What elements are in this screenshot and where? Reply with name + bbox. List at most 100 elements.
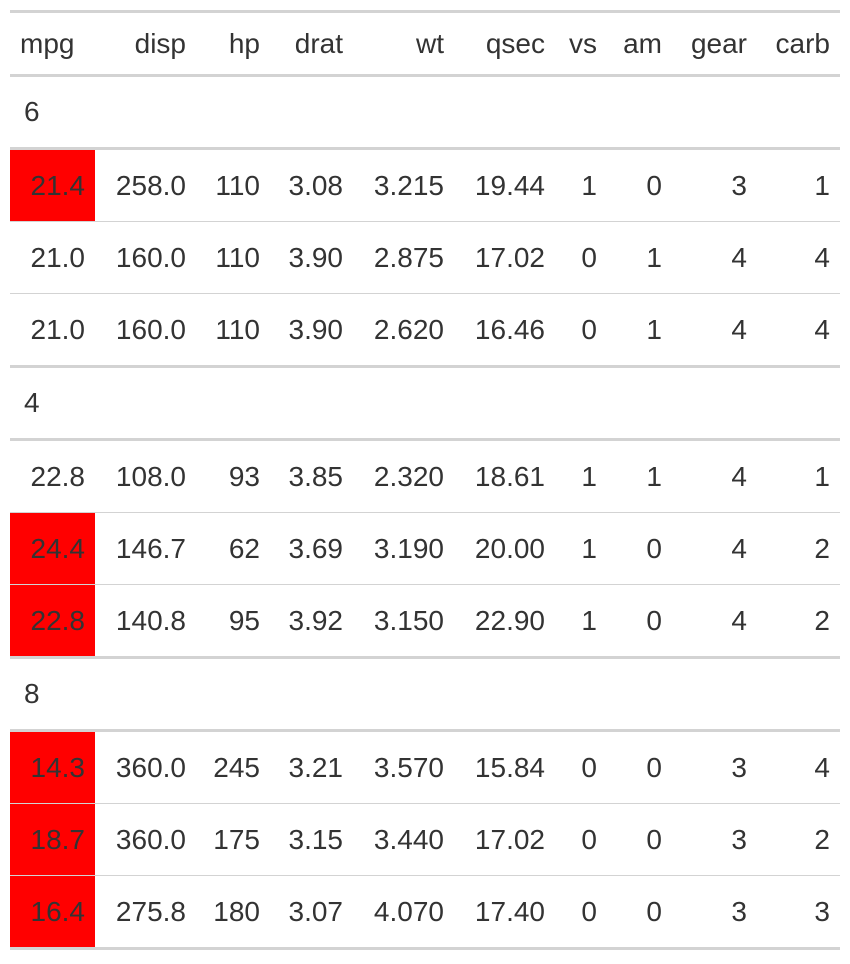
cell-qsec: 17.02 <box>454 803 555 876</box>
table-row: 14.3 360.0 245 3.21 3.570 15.84 0 0 3 4 <box>10 730 840 804</box>
cell-hp: 62 <box>196 512 270 585</box>
column-header-mpg: mpg <box>10 11 95 77</box>
cell-qsec: 15.84 <box>474 751 545 783</box>
cell-hp: 180 <box>196 875 270 949</box>
cell-am: 0 <box>607 875 672 949</box>
cell-qsec: 22.90 <box>454 584 555 658</box>
cell-gear: 3 <box>731 169 747 201</box>
table-row: 21.0 160.0 110 3.90 2.875 17.02 0 1 4 4 <box>10 221 840 294</box>
cell-am: 0 <box>646 169 662 201</box>
cell-disp: 360.0 <box>95 803 196 876</box>
table-row: 21.4 258.0 110 3.08 3.215 19.44 1 0 3 1 <box>10 148 840 222</box>
cell-carb: 2 <box>757 584 840 658</box>
cell-vs: 0 <box>555 221 607 294</box>
group-label: 6 <box>10 74 840 150</box>
cell-wt: 3.190 <box>353 512 454 585</box>
table-row: 16.4 275.8 180 3.07 4.070 17.40 0 0 3 3 <box>10 875 840 949</box>
cell-am: 1 <box>607 293 672 367</box>
cell-am: 1 <box>646 460 662 492</box>
cell-drat: 3.85 <box>288 460 344 492</box>
cell-mpg: 14.3 <box>10 730 95 804</box>
cell-drat: 3.90 <box>270 293 353 367</box>
cell-disp: 146.7 <box>95 512 196 585</box>
column-header-wt: wt <box>353 11 454 77</box>
cell-mpg: 21.0 <box>10 293 95 367</box>
column-header-hp: hp <box>196 11 270 77</box>
table-row: 21.0 160.0 110 3.90 2.620 16.46 0 1 4 4 <box>10 293 840 367</box>
cell-wt: 4.070 <box>353 875 454 949</box>
cell-disp: 275.8 <box>95 875 196 949</box>
column-header-drat: drat <box>270 11 353 77</box>
cell-gear: 4 <box>672 512 757 585</box>
cell-carb: 3 <box>757 875 840 949</box>
cell-am: 0 <box>607 512 672 585</box>
cell-wt: 3.215 <box>373 169 444 201</box>
cell-hp: 110 <box>215 169 260 201</box>
column-header-qsec: qsec <box>454 11 555 77</box>
cell-mpg: 18.7 <box>10 803 95 876</box>
cell-carb: 2 <box>757 512 840 585</box>
cell-hp: 245 <box>213 751 260 783</box>
cell-drat: 3.92 <box>270 584 353 658</box>
data-table: mpg disp hp drat wt qsec vs am gear carb 6 21.4 258… <box>10 10 840 950</box>
cell-carb: 1 <box>814 169 830 201</box>
cell-qsec: 19.44 <box>474 169 545 201</box>
column-header-disp: disp <box>95 11 196 77</box>
column-header-gear: gear <box>672 11 757 77</box>
cell-wt: 3.150 <box>353 584 454 658</box>
cell-gear: 3 <box>731 751 747 783</box>
table-row: 24.4 146.7 62 3.69 3.190 20.00 1 0 4 2 <box>10 512 840 585</box>
cell-mpg: 16.4 <box>10 875 95 949</box>
header-row: mpg disp hp drat wt qsec vs am gear carb <box>10 11 840 77</box>
table-row: 18.7 360.0 175 3.15 3.440 17.02 0 0 3 2 <box>10 803 840 876</box>
cell-hp: 110 <box>196 221 270 294</box>
cell-gear: 4 <box>672 293 757 367</box>
cell-mpg: 24.4 <box>10 512 95 585</box>
cell-gear: 4 <box>731 460 747 492</box>
cell-carb: 2 <box>757 803 840 876</box>
cell-mpg: 21.0 <box>10 221 95 294</box>
cell-drat: 3.69 <box>270 512 353 585</box>
cell-qsec: 20.00 <box>454 512 555 585</box>
cell-qsec: 17.02 <box>454 221 555 294</box>
cell-wt: 3.570 <box>373 751 444 783</box>
cell-vs: 0 <box>581 751 597 783</box>
cell-am: 0 <box>607 803 672 876</box>
group-row: 6 <box>10 74 840 150</box>
cell-am: 0 <box>646 751 662 783</box>
cell-drat: 3.90 <box>270 221 353 294</box>
cell-qsec: 16.46 <box>454 293 555 367</box>
column-header-carb: carb <box>757 11 840 77</box>
cell-am: 0 <box>607 584 672 658</box>
group-row: 8 <box>10 656 840 732</box>
cell-hp: 95 <box>196 584 270 658</box>
cell-mpg: 21.4 <box>10 148 95 222</box>
cell-vs: 1 <box>555 512 607 585</box>
cell-hp: 175 <box>196 803 270 876</box>
cell-gear: 4 <box>672 584 757 658</box>
cell-disp: 160.0 <box>95 221 196 294</box>
cell-mpg: 22.8 <box>30 460 86 492</box>
cell-disp: 258.0 <box>115 169 186 201</box>
cell-vs: 1 <box>581 460 597 492</box>
cell-disp: 108.0 <box>115 460 186 492</box>
group-label: 4 <box>10 365 840 441</box>
cell-qsec: 18.61 <box>474 460 545 492</box>
cell-hp: 110 <box>196 293 270 367</box>
group-label: 8 <box>10 656 840 732</box>
cell-disp: 360.0 <box>115 751 186 783</box>
cell-vs: 1 <box>555 584 607 658</box>
cell-wt: 2.875 <box>353 221 454 294</box>
cell-disp: 160.0 <box>95 293 196 367</box>
cell-vs: 1 <box>581 169 597 201</box>
cell-gear: 4 <box>672 221 757 294</box>
cell-carb: 4 <box>814 751 830 783</box>
cell-am: 1 <box>607 221 672 294</box>
cell-drat: 3.21 <box>288 751 344 783</box>
cell-vs: 0 <box>555 293 607 367</box>
cell-vs: 0 <box>555 803 607 876</box>
cell-carb: 4 <box>757 221 840 294</box>
column-header-am: am <box>607 11 672 77</box>
table-row: 22.8 108.0 93 3.85 2.320 18.61 1 1 4 1 <box>10 440 840 513</box>
cell-carb: 4 <box>757 293 840 367</box>
